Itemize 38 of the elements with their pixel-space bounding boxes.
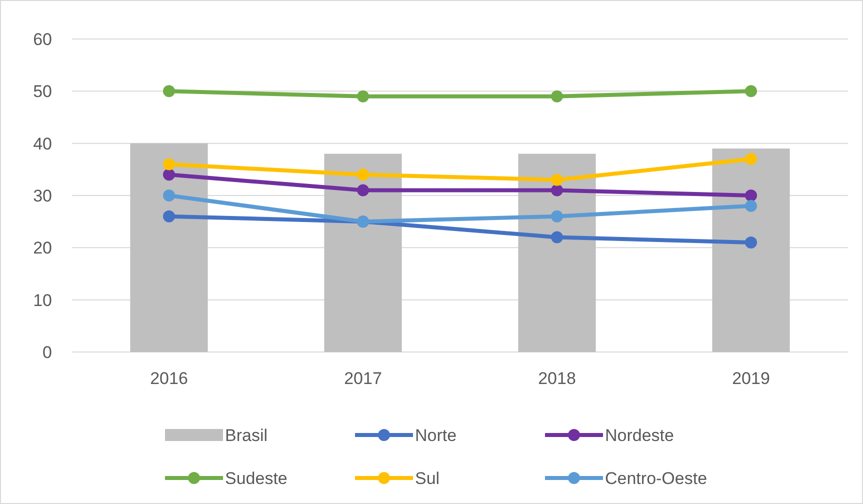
y-tick-label: 50 bbox=[33, 82, 52, 102]
point bbox=[745, 190, 757, 202]
legend-label: Centro-Oeste bbox=[605, 468, 708, 488]
point bbox=[745, 200, 757, 212]
point bbox=[745, 236, 757, 248]
point bbox=[745, 152, 757, 165]
legend-label: Nordeste bbox=[605, 426, 674, 445]
point bbox=[551, 210, 563, 222]
x-tick-label: 2019 bbox=[732, 369, 770, 388]
x-tick-label: 2017 bbox=[344, 369, 382, 388]
point bbox=[745, 85, 757, 98]
point bbox=[163, 210, 175, 222]
point bbox=[163, 158, 175, 170]
bar bbox=[712, 148, 790, 352]
point bbox=[163, 190, 175, 202]
y-tick-label: 30 bbox=[33, 186, 52, 206]
bar bbox=[130, 143, 208, 352]
legend-label: Sudeste bbox=[225, 468, 288, 488]
point bbox=[551, 231, 563, 244]
y-tick-label: 10 bbox=[33, 290, 52, 310]
y-tick-label: 0 bbox=[42, 342, 52, 362]
point bbox=[357, 90, 369, 102]
y-tick-label: 60 bbox=[33, 30, 52, 49]
x-tick-label: 2018 bbox=[538, 369, 576, 388]
y-tick-label: 40 bbox=[33, 134, 52, 154]
legend-label: Norte bbox=[415, 426, 457, 445]
point bbox=[551, 174, 563, 186]
point bbox=[163, 168, 175, 181]
point bbox=[551, 184, 563, 196]
bar bbox=[324, 154, 402, 352]
x-tick-label: 2016 bbox=[150, 369, 188, 388]
legend-label: Sul bbox=[415, 468, 440, 488]
point bbox=[357, 184, 369, 196]
legend-label: Brasil bbox=[225, 426, 268, 445]
point bbox=[163, 85, 175, 98]
point bbox=[551, 90, 563, 102]
y-tick-label: 20 bbox=[33, 238, 52, 258]
point bbox=[357, 168, 369, 181]
